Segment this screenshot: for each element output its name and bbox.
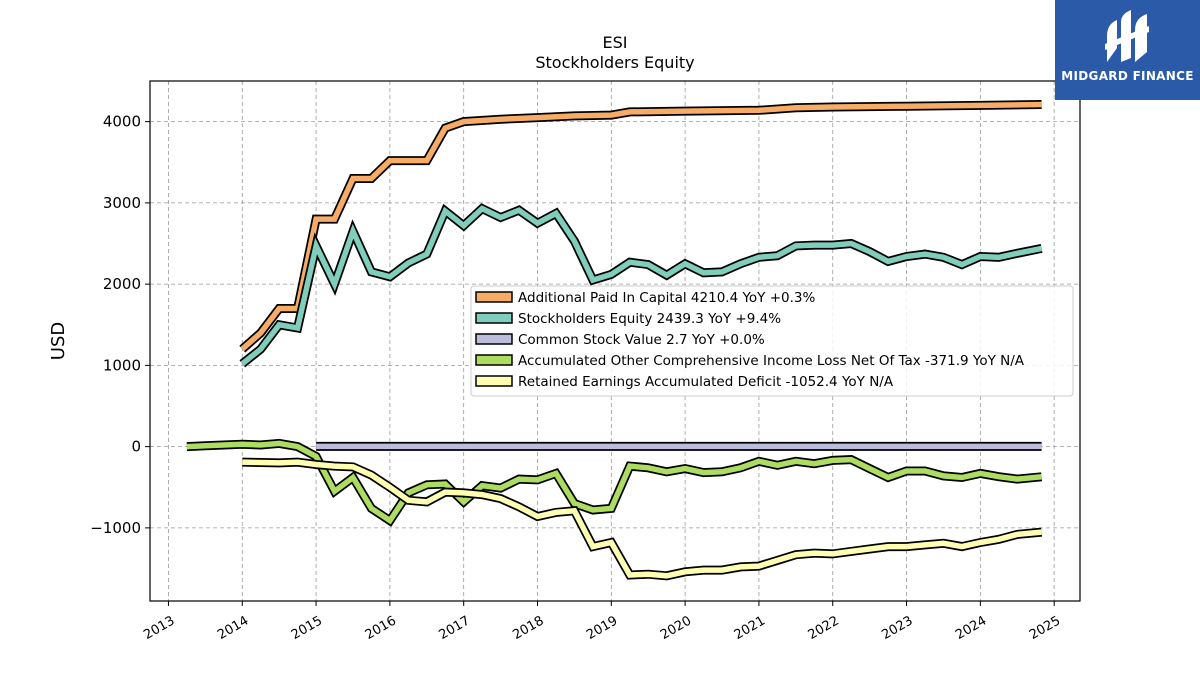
plot-frame xyxy=(149,80,1081,602)
chart-title: ESI xyxy=(603,33,628,52)
legend-swatch xyxy=(475,354,513,366)
x-tick-label: 2017 xyxy=(437,613,473,643)
chart-subtitle: Stockholders Equity xyxy=(535,53,694,72)
series-line-outline xyxy=(242,457,1043,581)
legend: Additional Paid In Capital 4210.4 YoY +0… xyxy=(470,285,1074,397)
legend-label: Retained Earnings Accumulated Deficit -1… xyxy=(518,374,894,390)
x-tick-label: 2015 xyxy=(289,613,325,643)
series-line xyxy=(240,205,1043,366)
series-additional-paid-in-capital xyxy=(239,100,1042,353)
legend-swatch xyxy=(475,333,513,345)
y-tick-label: 4000 xyxy=(103,113,141,131)
x-tick-label: 2023 xyxy=(879,613,915,643)
x-tick-label: 2014 xyxy=(215,613,251,643)
series-accumulated-other-comprehensive-income-loss-net-of-tax xyxy=(186,438,1043,527)
series-stockholders-equity xyxy=(239,203,1043,368)
series-layer xyxy=(186,100,1043,581)
legend-label: Stockholders Equity 2439.3 YoY +9.4% xyxy=(518,311,781,327)
y-tick-label: 2000 xyxy=(103,275,141,293)
x-tick-label: 2020 xyxy=(658,613,694,643)
series-line xyxy=(186,440,1042,525)
x-tick-label: 2013 xyxy=(141,613,177,643)
brand-mark-icon xyxy=(1105,10,1149,62)
x-tick-label: 2016 xyxy=(363,613,399,643)
x-axis-ticks: 2013 2014 2015 2016 2017 2018 2019 2020 2021 2022… xyxy=(141,601,1063,643)
y-tick-label: 1000 xyxy=(103,356,141,374)
x-tick-label: 2021 xyxy=(732,613,768,643)
y-tick-label: −1000 xyxy=(90,519,141,537)
x-tick-label: 2024 xyxy=(953,613,989,643)
x-tick-label: 2018 xyxy=(510,613,546,643)
legend-label: Common Stock Value 2.7 YoY +0.0% xyxy=(518,332,765,348)
y-tick-label: 3000 xyxy=(103,194,141,212)
x-tick-label: 2025 xyxy=(1027,613,1063,643)
brand-logo: MIDGARD FINANCE xyxy=(1055,0,1200,100)
legend-label: Accumulated Other Comprehensive Income L… xyxy=(518,353,1025,369)
series-retained-earnings-accumulated-deficit xyxy=(242,457,1043,581)
y-axis-label: USD xyxy=(48,322,69,360)
y-tick-label: 0 xyxy=(131,438,141,456)
x-tick-label: 2022 xyxy=(806,613,842,643)
series-line xyxy=(242,459,1042,579)
brand-name: MIDGARD FINANCE xyxy=(1061,69,1194,83)
y-axis-ticks: −1000 0 1000 2000 3000 4000 xyxy=(90,113,150,537)
legend-box xyxy=(470,285,1074,397)
legend-swatch xyxy=(475,291,513,303)
x-tick-label: 2019 xyxy=(584,613,620,643)
series-line xyxy=(240,101,1042,352)
legend-swatch xyxy=(475,312,513,324)
legend-label: Additional Paid In Capital 4210.4 YoY +0… xyxy=(518,290,815,306)
legend-swatch xyxy=(475,375,513,387)
